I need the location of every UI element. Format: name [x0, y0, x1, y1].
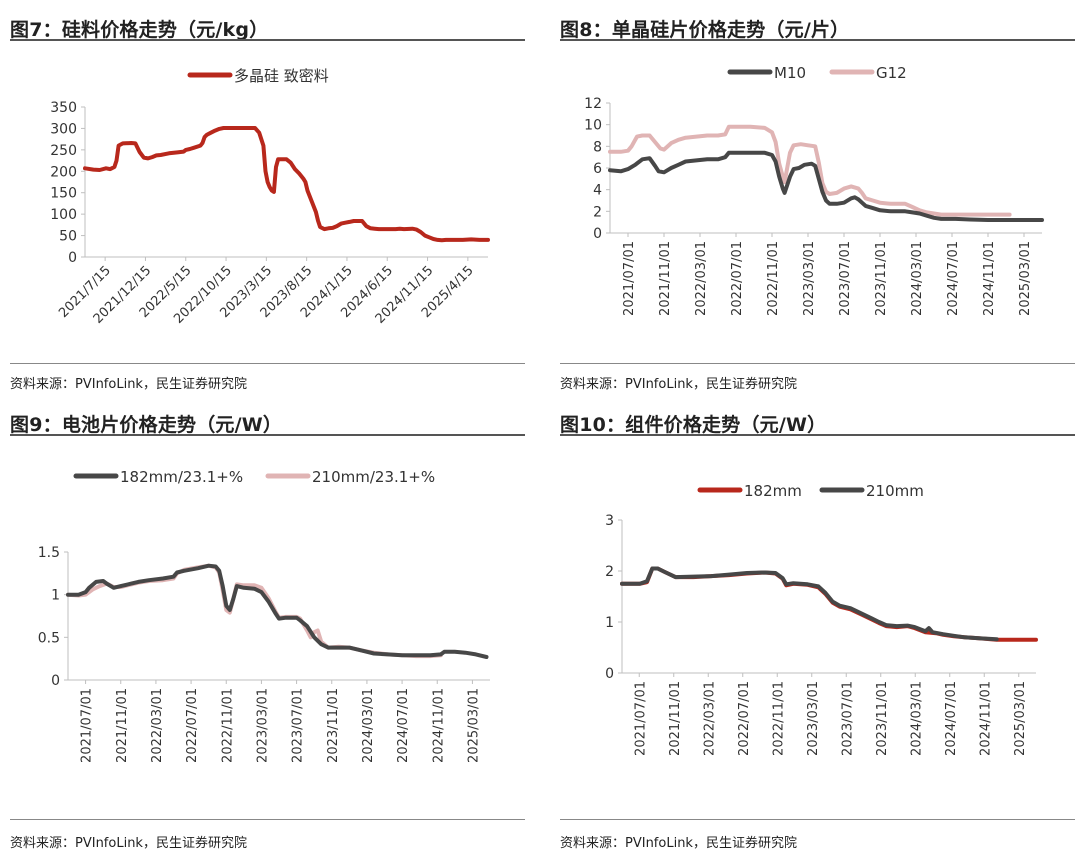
x-tick-label: 2023/03/01: [806, 681, 821, 756]
title-rule: [10, 434, 525, 436]
series-line: [66, 563, 489, 659]
chart-plot: 0 0.5 1 1.5 2021/07/01 2021/11/01 2022/03/01 20…: [38, 468, 490, 763]
legend-label: 210mm/23.1+%: [312, 468, 435, 486]
x-tick-label: 2021/11/01: [115, 688, 130, 763]
x-tick-label: 2023/03/01: [802, 241, 817, 316]
x-tick-label: 2022/07/01: [730, 241, 745, 316]
y-tick-label: 1.5: [38, 545, 60, 561]
x-tick-label: 2024/11/01: [431, 688, 446, 763]
legend-label: G12: [876, 64, 907, 82]
y-tick-label: 0: [605, 666, 614, 682]
chart-source: 资料来源：PVInfoLink，民生证券研究院: [560, 377, 797, 392]
y-tick-label: 100: [50, 207, 77, 223]
x-tick-label: 2025/03/01: [1018, 241, 1033, 316]
y-tick-label: 8: [593, 139, 602, 155]
title-rule: [10, 39, 525, 41]
x-tick-label: 2024/03/01: [361, 688, 376, 763]
y-tick-label: 300: [50, 121, 77, 137]
x-tick-label: 2025/03/01: [1013, 681, 1028, 756]
x-tick-label: 2023/11/01: [875, 681, 890, 756]
y-tick-label: 0.5: [38, 630, 60, 646]
x-tick-label: 2021/07/01: [80, 688, 95, 763]
legend-label: 182mm/23.1+%: [120, 468, 243, 486]
y-tick-label: 0: [68, 250, 77, 266]
x-tick-label: 2022/07/01: [185, 688, 200, 763]
y-tick-label: 250: [50, 143, 77, 159]
chart-title: 图7：硅料价格走势（元/kg）: [10, 19, 269, 41]
y-tick-label: 2: [605, 564, 614, 580]
x-tick-label: 2023/11/01: [874, 241, 889, 316]
x-tick-label: 2024/07/01: [946, 241, 961, 316]
chart-panel-10: 图10：组件价格走势（元/W） 0 1 2 3 2021/07/01 2021/11/01…: [560, 410, 1075, 855]
x-tick-label: 2024/03/01: [909, 681, 924, 756]
x-tick-label: 2023/11/01: [326, 688, 341, 763]
x-tick-label: 2024/11/01: [982, 241, 997, 316]
chart-title: 图10：组件价格走势（元/W）: [560, 414, 827, 436]
x-tick-label: 2024/07/01: [944, 681, 959, 756]
series-line: [608, 124, 1012, 217]
y-tick-label: 150: [50, 186, 77, 202]
legend-label: M10: [774, 64, 806, 82]
series-line: [66, 563, 443, 659]
x-tick-label: 2022/03/01: [702, 681, 717, 756]
x-tick-label: 2023/07/01: [291, 688, 306, 763]
x-tick-label: 2021/11/01: [668, 681, 683, 756]
series-line: [608, 150, 1044, 222]
title-rule: [560, 434, 1075, 436]
x-tick-label: 2022/11/01: [766, 241, 781, 316]
chart-panel-7: 图7：硅料价格走势（元/kg） 0 50 100 150 200 250 300 350 202…: [10, 15, 525, 395]
source-rule: [560, 363, 1075, 364]
x-tick-label: 2022/03/01: [150, 688, 165, 763]
x-tick-label: 2022/07/01: [737, 681, 752, 756]
x-tick-label: 2024/11/01: [978, 681, 993, 756]
x-tick-label: 2023/07/01: [840, 681, 855, 756]
x-tick-label: 2022/03/01: [694, 241, 709, 316]
y-tick-label: 1: [605, 615, 614, 631]
y-tick-label: 50: [59, 229, 77, 245]
chart-plot: 0501001502002503003502021/7/152021/12/15…: [50, 67, 490, 327]
y-tick-label: 0: [593, 226, 602, 242]
y-tick-label: 1: [51, 588, 60, 604]
chart-title: 图9：电池片价格走势（元/W）: [10, 414, 283, 436]
y-tick-label: 6: [593, 161, 602, 177]
x-tick-label: 2025/03/01: [466, 688, 481, 763]
x-tick-label: 2021/11/01: [658, 241, 673, 316]
x-tick-label: 2023/07/01: [838, 241, 853, 316]
source-rule: [560, 819, 1075, 820]
source-rule: [10, 363, 525, 364]
y-tick-label: 200: [50, 164, 77, 180]
y-tick-label: 2: [593, 204, 602, 220]
y-tick-label: 350: [50, 100, 77, 116]
chart-source: 资料来源：PVInfoLink，民生证券研究院: [560, 836, 797, 851]
x-tick-label: 2022/11/01: [220, 688, 235, 763]
legend-label: 182mm: [744, 482, 802, 500]
legend-label: 210mm: [866, 482, 924, 500]
series-line: [83, 126, 490, 243]
legend-label: 多晶硅 致密料: [234, 67, 329, 85]
y-tick-label: 4: [593, 183, 602, 199]
chart-panel-8: 图8：单晶硅片价格走势（元/片） 0 2 4 6 8 10 12 2021/07/01 2021…: [560, 15, 1075, 395]
chart-title: 图8：单晶硅片价格走势（元/片）: [560, 19, 850, 41]
y-tick-label: 3: [605, 513, 614, 529]
series-line: [620, 566, 1038, 642]
x-tick-label: 2021/07/01: [622, 241, 637, 316]
chart-plot: 0 2 4 6 8 10 12 2021/07/01 2021/11/01 2022/03/01 2…: [584, 64, 1044, 316]
x-tick-label: 2023/03/01: [255, 688, 270, 763]
chart-plot: 0 1 2 3 2021/07/01 2021/11/01 2022/03/01 2022/0…: [605, 482, 1038, 756]
series-line: [620, 566, 999, 642]
y-tick-label: 0: [51, 673, 60, 689]
title-rule: [560, 39, 1075, 41]
x-tick-label: 2024/03/01: [910, 241, 925, 316]
chart-panel-9: 图9：电池片价格走势（元/W） 0 0.5 1 1.5 2021/07/01 2021/1…: [10, 410, 525, 855]
y-tick-label: 12: [584, 96, 602, 112]
source-rule: [10, 819, 525, 820]
y-tick-label: 10: [584, 118, 602, 134]
chart-source: 资料来源：PVInfoLink，民生证券研究院: [10, 377, 247, 392]
x-tick-label: 2024/07/01: [396, 688, 411, 763]
chart-source: 资料来源：PVInfoLink，民生证券研究院: [10, 836, 247, 851]
x-tick-label: 2022/11/01: [771, 681, 786, 756]
x-tick-label: 2021/07/01: [633, 681, 648, 756]
